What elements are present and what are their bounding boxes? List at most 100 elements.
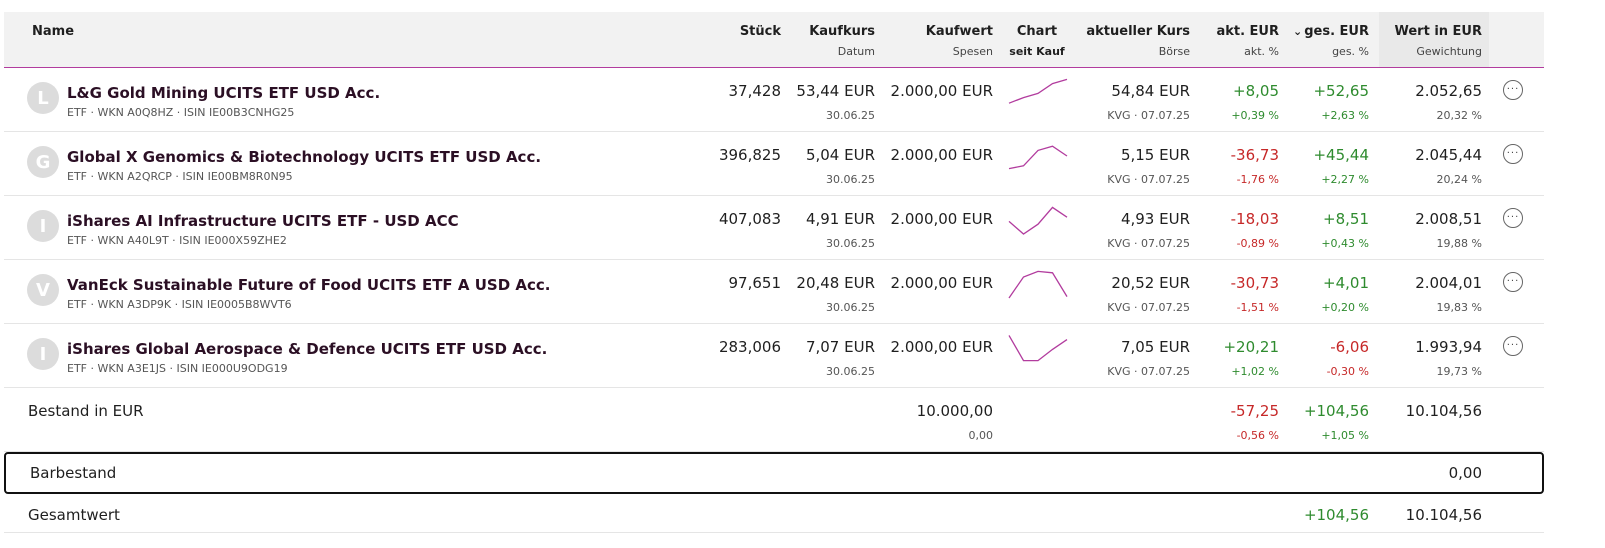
gesamtwert-ges-eur: +104,56 (1303, 506, 1369, 524)
fund-meta: ETF · WKN A0Q8HZ · ISIN IE00B3CNHG25 (67, 106, 295, 119)
fund-meta: ETF · WKN A40L9T · ISIN IE000X59ZHE2 (67, 234, 287, 247)
more-options-icon[interactable]: ··· (1503, 80, 1523, 100)
header-boerse[interactable]: Börse (1158, 45, 1190, 58)
boerse-value: KVG · 07.07.25 (1107, 109, 1190, 122)
akt-pct-value: +1,02 % (1231, 365, 1279, 378)
header-aktueller-kurs[interactable]: aktueller Kurs (1086, 24, 1190, 39)
stueck-value: 97,651 (728, 274, 782, 292)
fund-avatar: G (27, 146, 59, 178)
stueck-value: 37,428 (728, 82, 782, 100)
fund-name[interactable]: VanEck Sustainable Future of Food UCITS … (67, 276, 551, 294)
akt-pct-value: -0,89 % (1236, 237, 1279, 250)
barbestand-label: Barbestand (30, 464, 117, 482)
kauf-datum: 30.06.25 (826, 109, 875, 122)
fund-avatar: L (27, 82, 59, 114)
kaufwert-value: 2.000,00 EUR (890, 274, 993, 292)
table-row[interactable]: I iShares Global Aerospace & Defence UCI… (4, 324, 1544, 388)
kaufkurs-value: 53,44 EUR (796, 82, 875, 100)
bestand-akt-pct: -0,56 % (1236, 429, 1279, 442)
bestand-ges-pct: +1,05 % (1321, 429, 1369, 442)
kurs-value: 20,52 EUR (1111, 274, 1190, 292)
akt-pct-value: -1,51 % (1236, 301, 1279, 314)
more-options-icon[interactable]: ··· (1503, 336, 1523, 356)
bestand-akt-eur: -57,25 (1230, 402, 1279, 420)
ges-eur-value: -6,06 (1330, 338, 1369, 356)
more-options-icon[interactable]: ··· (1503, 272, 1523, 292)
header-name[interactable]: Name (32, 24, 75, 39)
wert-value: 2.004,01 (1415, 274, 1482, 292)
sparkline-series (1008, 78, 1068, 104)
fund-meta: ETF · WKN A3E1JS · ISIN IE000U9ODG19 (67, 362, 288, 375)
fund-name[interactable]: Global X Genomics & Biotechnology UCITS … (67, 148, 542, 166)
header-akt-eur[interactable]: akt. EUR (1216, 24, 1279, 39)
header-stueck[interactable]: Stück (739, 24, 781, 39)
kaufkurs-value: 4,91 EUR (805, 210, 875, 228)
wert-value: 2.008,51 (1415, 210, 1482, 228)
akt-pct-value: -1,76 % (1236, 173, 1279, 186)
kaufwert-value: 2.000,00 EUR (890, 210, 993, 228)
ges-eur-value: +52,65 (1313, 82, 1369, 100)
sparkline-chart (1008, 270, 1068, 299)
kauf-datum: 30.06.25 (826, 365, 875, 378)
gesamtwert-wert: 10.104,56 (1405, 506, 1482, 524)
more-options-icon[interactable]: ··· (1503, 144, 1523, 164)
wert-value: 2.052,65 (1415, 82, 1482, 100)
header-spesen[interactable]: Spesen (952, 45, 993, 58)
header-gewichtung[interactable]: Gewichtung (1416, 45, 1482, 58)
gewichtung-value: 20,32 % (1436, 109, 1482, 122)
header-wert[interactable]: Wert in EUR (1394, 24, 1482, 39)
boerse-value: KVG · 07.07.25 (1107, 301, 1190, 314)
barbestand-wert: 0,00 (1448, 464, 1482, 482)
kaufwert-value: 2.000,00 EUR (890, 146, 993, 164)
kauf-datum: 30.06.25 (826, 301, 875, 314)
ges-pct-value: +0,43 % (1321, 237, 1369, 250)
fund-name[interactable]: iShares AI Infrastructure UCITS ETF - US… (67, 212, 459, 230)
barbestand-row[interactable]: Barbestand 0,00 (4, 452, 1544, 494)
header-ges-pct[interactable]: ges. % (1332, 45, 1369, 58)
sparkline-series (1008, 206, 1068, 235)
kaufwert-value: 2.000,00 EUR (890, 82, 993, 100)
bestand-spesen: 0,00 (968, 429, 994, 442)
sparkline-chart (1008, 335, 1068, 362)
sorted-column-highlight (1379, 12, 1489, 67)
fund-name[interactable]: iShares Global Aerospace & Defence UCITS… (67, 340, 548, 358)
sparkline-chart (1008, 78, 1068, 104)
stueck-value: 407,083 (718, 210, 781, 228)
table-row[interactable]: V VanEck Sustainable Future of Food UCIT… (4, 260, 1544, 324)
kaufkurs-value: 5,04 EUR (805, 146, 875, 164)
stueck-value: 283,006 (718, 338, 781, 356)
akt-eur-value: -30,73 (1230, 274, 1279, 292)
header-ges-eur-label: ges. EUR (1304, 24, 1369, 39)
kaufwert-value: 2.000,00 EUR (890, 338, 993, 356)
akt-eur-value: +20,21 (1223, 338, 1279, 356)
chevron-down-icon: ⌄ (1293, 25, 1303, 38)
ges-pct-value: +2,27 % (1321, 173, 1369, 186)
gewichtung-value: 20,24 % (1436, 173, 1482, 186)
bestand-row: Bestand in EUR 10.000,00 0,00 -57,25 -0,… (4, 388, 1544, 452)
akt-eur-value: -18,03 (1230, 210, 1279, 228)
table-row[interactable]: I iShares AI Infrastructure UCITS ETF - … (4, 196, 1544, 260)
gewichtung-value: 19,73 % (1436, 365, 1482, 378)
bestand-kaufwert: 10.000,00 (916, 402, 993, 420)
stueck-value: 396,825 (718, 146, 781, 164)
ges-eur-value: +8,51 (1323, 210, 1369, 228)
fund-name[interactable]: L&G Gold Mining UCITS ETF USD Acc. (67, 84, 381, 102)
ges-eur-value: +4,01 (1323, 274, 1369, 292)
table-row[interactable]: G Global X Genomics & Biotechnology UCIT… (4, 132, 1544, 196)
fund-avatar: I (27, 338, 59, 370)
table-row[interactable]: L L&G Gold Mining UCITS ETF USD Acc. ETF… (4, 68, 1544, 132)
kauf-datum: 30.06.25 (826, 237, 875, 250)
header-kaufwert[interactable]: Kaufwert (925, 24, 993, 39)
header-kaufkurs[interactable]: Kaufkurs (809, 24, 875, 39)
more-options-icon[interactable]: ··· (1503, 208, 1523, 228)
ges-pct-value: +2,63 % (1321, 109, 1369, 122)
fund-meta: ETF · WKN A3DP9K · ISIN IE0005B8WVT6 (67, 298, 292, 311)
header-ges-eur[interactable]: ⌄ ges. EUR (1293, 24, 1369, 39)
bestand-label: Bestand in EUR (28, 402, 144, 420)
fund-avatar: I (27, 210, 59, 242)
header-akt-pct[interactable]: akt. % (1244, 45, 1279, 58)
boerse-value: KVG · 07.07.25 (1107, 173, 1190, 186)
kaufkurs-value: 20,48 EUR (796, 274, 875, 292)
kurs-value: 54,84 EUR (1111, 82, 1190, 100)
header-datum[interactable]: Datum (837, 45, 875, 58)
